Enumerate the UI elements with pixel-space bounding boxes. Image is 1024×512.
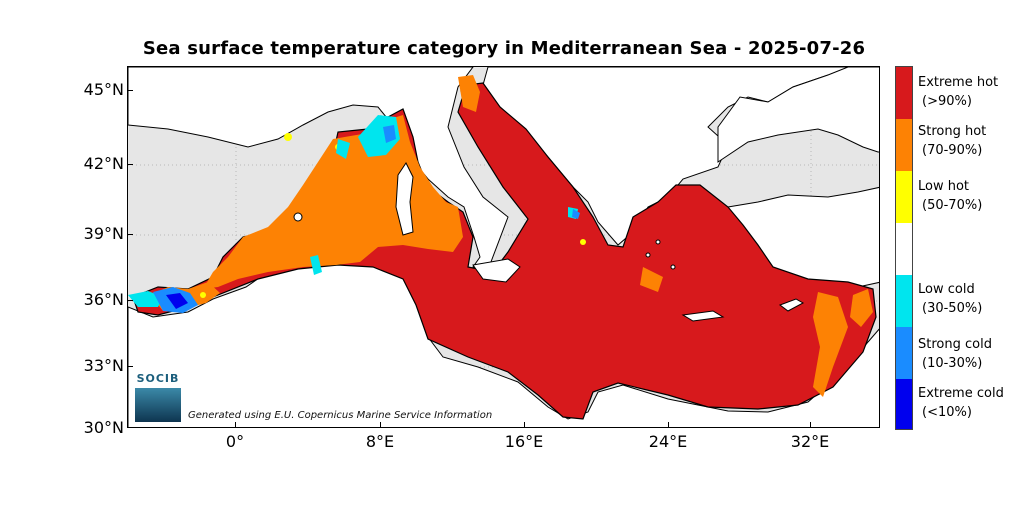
legend-label-extreme-hot: Extreme hot (>90%) (918, 75, 999, 109)
map-title: Sea surface temperature category in Medi… (142, 38, 866, 59)
logo-text: SOCIB (136, 372, 180, 385)
sea-low-cold (128, 115, 578, 307)
lon-label-8e: 8°E (365, 432, 395, 451)
legend-colorbar (895, 66, 913, 430)
lat-label-45n: 45°N (83, 80, 124, 99)
legend-label-strong-hot: Strong hot (70-90%) (918, 124, 987, 158)
lat-tick (127, 164, 133, 165)
legend-label-strong-cold: Strong cold (10-30%) (918, 337, 992, 371)
legend-swatch-low-hot (896, 171, 912, 223)
socib-logo: SOCIB (133, 372, 183, 422)
lat-label-30n: 30°N (83, 418, 124, 437)
islands (293, 162, 805, 322)
copernicus-credit: Generated using E.U. Copernicus Marine S… (188, 410, 493, 421)
lat-tick (127, 366, 133, 367)
lat-tick (127, 234, 133, 235)
black-sea-region (717, 67, 879, 163)
lat-label-39n: 39°N (83, 224, 124, 243)
lon-tick (235, 422, 236, 428)
europe-land (128, 67, 509, 276)
sea-extreme-cold (166, 293, 188, 309)
legend-swatch-strong-cold (896, 327, 912, 379)
legend-swatch-low-cold (896, 275, 912, 327)
lat-label-33n: 33°N (83, 356, 124, 375)
legend-label-extreme-cold: Extreme cold (<10%) (918, 386, 1004, 420)
sst-map (128, 67, 879, 427)
lon-tick (810, 422, 811, 428)
lon-label-0: 0° (225, 432, 245, 451)
lat-label-36n: 36°N (83, 290, 124, 309)
lon-tick (668, 422, 669, 428)
map-area[interactable] (127, 66, 880, 428)
lon-tick (380, 422, 381, 428)
legend-swatch-extreme-cold (896, 379, 912, 429)
lon-tick (524, 422, 525, 428)
legend-swatch-normal (896, 223, 912, 275)
sea-extreme-hot (132, 82, 877, 420)
lon-label-32e: 32°E (790, 432, 830, 451)
lat-tick (127, 300, 133, 301)
lon-label-16e: 16°E (504, 432, 544, 451)
legend-swatch-extreme-hot (896, 67, 912, 119)
lon-label-24e: 24°E (648, 432, 688, 451)
logo-graphic (135, 388, 181, 422)
legend-label-low-cold: Low cold (30-50%) (918, 282, 983, 316)
lat-tick (127, 90, 133, 91)
legend-label-low-hot: Low hot (50-70%) (918, 179, 983, 213)
legend-swatch-strong-hot (896, 119, 912, 171)
lat-label-42n: 42°N (83, 154, 124, 173)
